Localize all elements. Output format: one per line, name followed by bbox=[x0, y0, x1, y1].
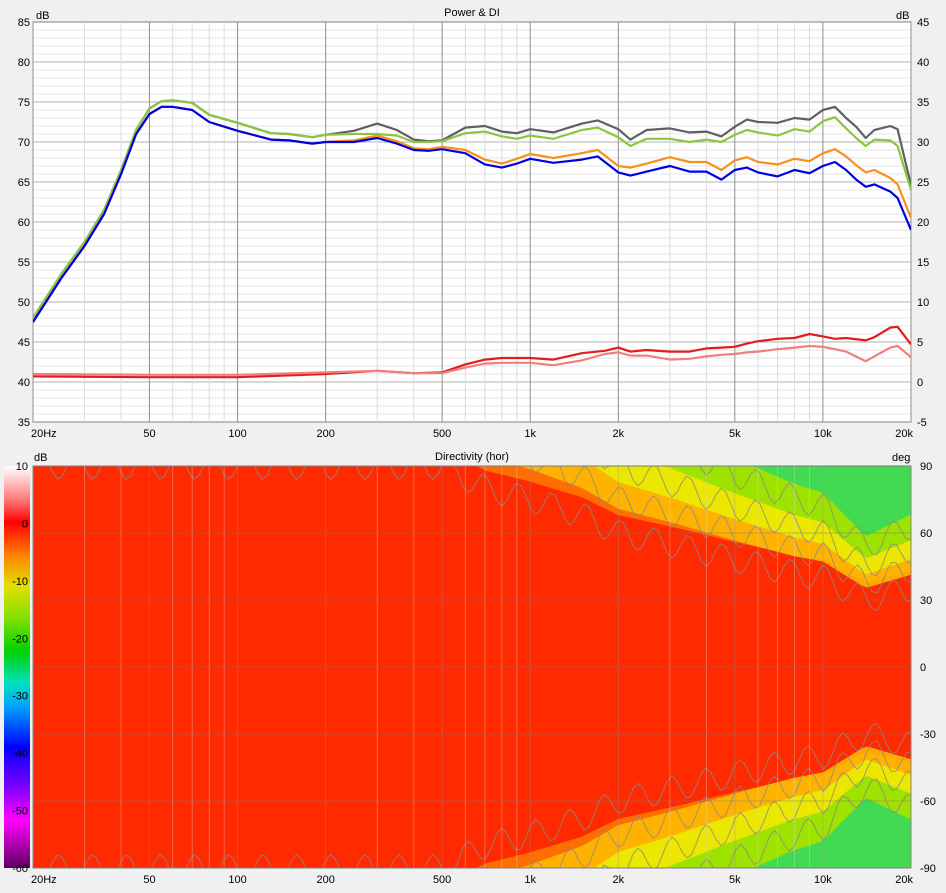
y-right-tick-label: 45 bbox=[917, 17, 929, 29]
deg-tick-label: 0 bbox=[920, 662, 926, 674]
x-tick-label: 100 bbox=[228, 428, 246, 440]
x-tick-label: 2k bbox=[613, 428, 625, 440]
y-right-tick-label: 0 bbox=[917, 377, 923, 389]
y-right-tick-label: 5 bbox=[917, 337, 923, 349]
bottom-chart-title: Directivity (hor) bbox=[435, 451, 509, 463]
y-right-tick-label: -5 bbox=[917, 417, 927, 429]
deg-tick-label: 90 bbox=[920, 461, 932, 473]
x-tick-label: 20Hz bbox=[31, 428, 57, 440]
x-tick-label: 10k bbox=[814, 874, 832, 886]
x-tick-label: 200 bbox=[316, 874, 334, 886]
y-left-tick-label: 85 bbox=[18, 17, 30, 29]
x-tick-label: 200 bbox=[316, 428, 334, 440]
x-tick-label: 20k bbox=[895, 874, 913, 886]
top-y-left-unit: dB bbox=[36, 10, 49, 22]
colorbar-tick-label: -60 bbox=[12, 863, 28, 875]
contour-line bbox=[33, 722, 911, 868]
x-tick-label: 50 bbox=[143, 874, 155, 886]
y-left-tick-label: 65 bbox=[18, 177, 30, 189]
directivity-band bbox=[33, 466, 911, 575]
directivity-band bbox=[33, 798, 911, 868]
contour-line bbox=[698, 466, 911, 556]
y-left-tick-label: 80 bbox=[18, 57, 30, 69]
y-left-tick-label: 45 bbox=[18, 337, 30, 349]
y-left-tick-label: 55 bbox=[18, 257, 30, 269]
directivity-band bbox=[33, 466, 911, 536]
y-left-tick-label: 70 bbox=[18, 137, 30, 149]
series-line-1 bbox=[33, 99, 911, 319]
x-tick-label: 500 bbox=[433, 428, 451, 440]
colorbar-tick-label: 10 bbox=[16, 461, 28, 473]
contour-line bbox=[529, 740, 911, 868]
colorbar-tick-label: -10 bbox=[12, 576, 28, 588]
deg-tick-label: -60 bbox=[920, 796, 936, 808]
y-left-tick-label: 40 bbox=[18, 377, 30, 389]
contour-line bbox=[33, 466, 911, 612]
deg-tick-label: -30 bbox=[920, 729, 936, 741]
colorbar-tick-label: 0 bbox=[22, 518, 28, 530]
x-tick-label: 500 bbox=[433, 874, 451, 886]
contour-line bbox=[529, 466, 911, 594]
colorbar-tick-label: -40 bbox=[12, 748, 28, 760]
deg-tick-label: 60 bbox=[920, 528, 932, 540]
contour-line bbox=[601, 466, 911, 577]
top-chart-title: Power & DI bbox=[444, 7, 500, 19]
x-tick-label: 2k bbox=[613, 874, 625, 886]
colorbar-tick-label: -50 bbox=[12, 806, 28, 818]
y-right-tick-label: 25 bbox=[917, 177, 929, 189]
y-left-tick-label: 60 bbox=[18, 217, 30, 229]
y-right-tick-label: 35 bbox=[917, 97, 929, 109]
series-line-3 bbox=[33, 105, 911, 323]
directivity-band bbox=[33, 759, 911, 868]
top-y-right-unit: dB bbox=[896, 10, 909, 22]
bottom-plot-area bbox=[32, 465, 912, 869]
x-tick-label: 1k bbox=[524, 428, 536, 440]
y-left-tick-label: 35 bbox=[18, 417, 30, 429]
x-tick-label: 10k bbox=[814, 428, 832, 440]
y-right-tick-label: 30 bbox=[917, 137, 929, 149]
y-left-tick-label: 75 bbox=[18, 97, 30, 109]
y-left-tick-label: 50 bbox=[18, 297, 30, 309]
x-tick-label: 20k bbox=[895, 428, 913, 440]
colorbar-tick-label: -20 bbox=[12, 633, 28, 645]
contour-line bbox=[698, 778, 911, 868]
deg-tick-label: -90 bbox=[920, 863, 936, 875]
x-tick-label: 5k bbox=[729, 428, 741, 440]
x-tick-label: 1k bbox=[524, 874, 536, 886]
x-tick-label: 50 bbox=[143, 428, 155, 440]
y-right-tick-label: 15 bbox=[917, 257, 929, 269]
bottom-y-right-unit: deg bbox=[892, 452, 910, 464]
y-right-tick-label: 20 bbox=[917, 217, 929, 229]
y-right-tick-label: 10 bbox=[917, 297, 929, 309]
deg-tick-label: 30 bbox=[920, 595, 932, 607]
colorbar bbox=[4, 466, 30, 868]
colorbar-unit: dB bbox=[34, 452, 47, 464]
contour-line bbox=[601, 757, 911, 868]
x-tick-label: 5k bbox=[729, 874, 741, 886]
y-right-tick-label: 40 bbox=[917, 57, 929, 69]
series-line-5 bbox=[33, 344, 911, 376]
colorbar-tick-label: -30 bbox=[12, 691, 28, 703]
x-tick-label: 100 bbox=[228, 874, 246, 886]
x-tick-label: 20Hz bbox=[31, 874, 57, 886]
